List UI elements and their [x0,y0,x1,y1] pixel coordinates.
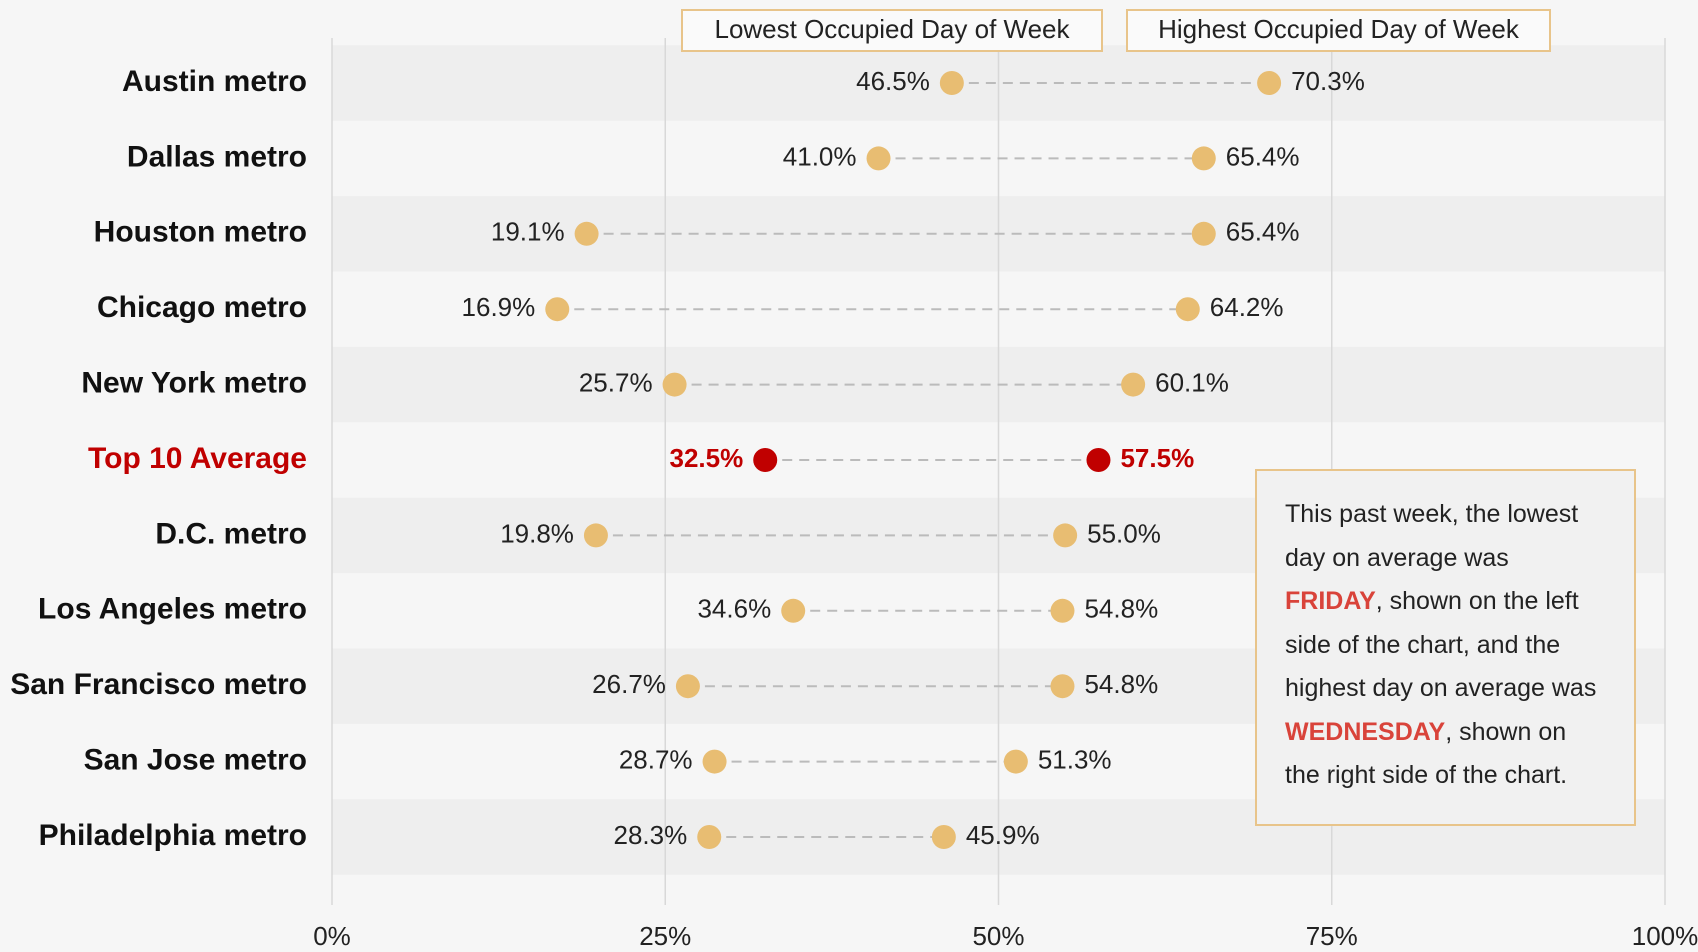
x-tick-label: 0% [313,921,351,951]
value-label: 28.7% [619,744,693,774]
value-label: 54.8% [1084,669,1158,699]
dot [1050,598,1075,623]
annotation-text: , shown on the left side of the chart, a… [1285,587,1597,702]
value-label: 60.1% [1155,367,1229,397]
dot [583,523,608,548]
dot [1191,221,1216,246]
category-label: Dallas metro [127,140,307,173]
annotation-emphasis: FRIDAY [1285,587,1376,615]
annotation-emphasis: WEDNESDAY [1285,717,1446,746]
dot [702,749,727,774]
x-tick-label: 75% [1306,921,1358,951]
value-label: 26.7% [592,669,666,699]
legend-box [681,9,1103,52]
dot [662,372,687,397]
x-tick-label: 100% [1632,921,1698,951]
category-label: Houston metro [94,216,307,249]
value-label: 65.4% [1226,217,1300,247]
annotation-text: This past week, the lowest day on averag… [1285,500,1579,572]
dot [1191,146,1216,171]
category-label: San Francisco metro [10,668,307,701]
category-label: D.C. metro [155,517,307,550]
value-label: 57.5% [1120,443,1194,473]
category-label: San Jose metro [84,744,307,777]
dot [1257,71,1282,95]
category-label: Austin metro [122,65,307,98]
value-label: 70.3% [1291,66,1365,96]
dot [753,448,778,472]
value-label: 45.9% [966,820,1040,850]
dot [939,71,964,95]
category-label: Top 10 Average [88,442,307,475]
value-label: 16.9% [462,292,536,322]
dot [545,297,570,322]
dot [866,146,891,171]
dot [1121,372,1146,397]
value-label: 41.0% [783,141,857,171]
value-label: 28.3% [614,820,688,850]
legend-box [1126,9,1551,52]
value-label: 64.2% [1210,292,1284,322]
dot [574,221,599,246]
value-label: 25.7% [579,367,653,397]
dot [1003,749,1028,774]
value-label: 19.1% [491,217,565,247]
category-label: New York metro [81,367,307,400]
category-label: Chicago metro [97,291,307,324]
dot [697,825,722,849]
category-label: Philadelphia metro [39,819,307,852]
value-label: 19.8% [500,518,574,548]
value-label: 46.5% [856,66,930,96]
dot [1050,674,1075,699]
value-label: 55.0% [1087,518,1161,548]
value-label: 32.5% [669,443,743,473]
category-label: Los Angeles metro [38,593,307,626]
value-label: 34.6% [697,594,771,624]
dot [1053,523,1078,548]
value-label: 65.4% [1226,141,1300,171]
annotation-text: , shown on the right side of the chart. [1285,717,1568,790]
dot [1086,448,1111,472]
legend-label: Lowest Occupied Day of Week [714,14,1070,44]
dot [931,825,956,849]
annotation-box: This past week, the lowest day on averag… [1255,469,1636,826]
legend-label: Highest Occupied Day of Week [1158,14,1520,44]
x-tick-label: 50% [972,921,1024,951]
dot [1175,297,1200,322]
dot [675,674,700,699]
dot [781,598,806,623]
x-tick-label: 25% [639,921,691,951]
value-label: 54.8% [1084,594,1158,624]
value-label: 51.3% [1038,744,1112,774]
